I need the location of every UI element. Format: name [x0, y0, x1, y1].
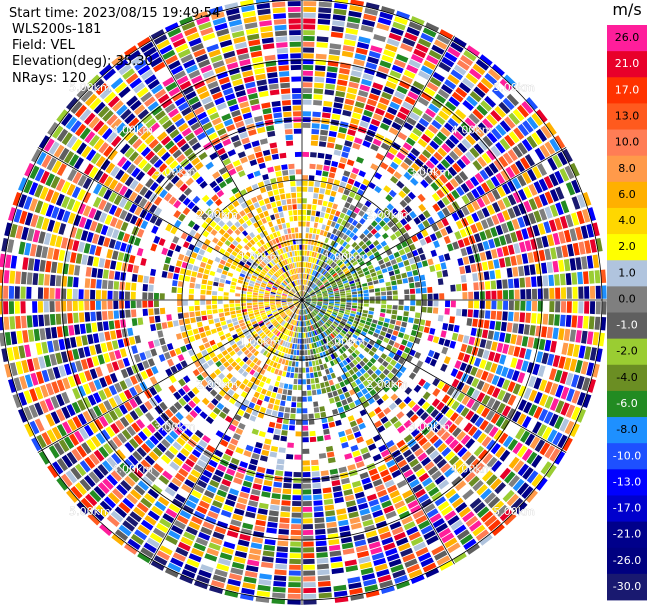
instrument-label: WLS200s-181 [12, 22, 102, 37]
azimuth-line [149, 35, 455, 565]
range-ring-label: 2.00km [196, 378, 238, 391]
start-time-label: Start time: 2023/08/15 19:49:54 [9, 6, 221, 21]
colorbar-swatch [607, 443, 647, 470]
range-ring-label: 4.00km [451, 123, 493, 136]
range-ring-label: 1.00km [239, 251, 281, 264]
colorbar-swatch [607, 390, 647, 418]
range-ring-label: 4.00km [112, 463, 154, 476]
colorbar-swatch [607, 234, 647, 261]
colorbar-swatch [607, 129, 647, 157]
colorbar-swatch [607, 25, 647, 52]
range-ring-label: 3.00km [409, 166, 451, 179]
colorbar-swatch [607, 312, 647, 340]
range-ring-label: 2.00km [196, 208, 238, 221]
colorbar-tick-label: 13.0 [615, 110, 640, 123]
colorbar-tick-label: 26.0 [615, 31, 640, 44]
colorbar-swatch [607, 338, 647, 366]
colorbar-tick-label: -10.0 [613, 449, 641, 462]
colorbar-swatch [607, 103, 647, 130]
colorbar-tick-label: 2.0 [618, 240, 636, 253]
colorbar-swatch [607, 521, 647, 549]
colorbar-tick-label: 21.0 [615, 57, 640, 70]
colorbar-tick-label: 0.0 [618, 292, 636, 305]
colorbar-swatch [607, 573, 647, 601]
range-ring-label: 1.00km [324, 335, 366, 348]
colorbar-swatch [607, 547, 647, 575]
colorbar-tick-label: 8.0 [618, 162, 636, 175]
range-ring-label: 3.00km [154, 420, 196, 433]
range-ring-label: 5.00km [493, 505, 535, 518]
colorbar-tick-label: -30.0 [613, 580, 641, 593]
colorbar-swatch [607, 260, 647, 287]
range-ring-label: 3.00km [154, 166, 196, 179]
velocity-gates [0, 0, 607, 605]
range-ring-label: 5.00km [69, 505, 111, 518]
colorbar-swatch [607, 469, 647, 496]
colorbar-tick-label: -17.0 [613, 502, 641, 515]
range-ring-label: 2.00km [366, 208, 408, 221]
polar-grid [0, 0, 607, 605]
colorbar-swatch [607, 181, 647, 209]
range-ring-labels: 1.00km 1.00km 1.00km 1.00km 2.00km 2.00km 2.00… [69, 81, 535, 519]
colorbar-tick-label: -13.0 [613, 475, 641, 488]
colorbar-swatch [607, 77, 647, 104]
colorbar-tick-label: -26.0 [613, 554, 641, 567]
colorbar-swatch [607, 417, 647, 444]
range-ring-label: 2.00km [366, 378, 408, 391]
colorbar-tick-label: -21.0 [613, 528, 641, 541]
colorbar-swatch [607, 364, 647, 392]
range-ring-label: 1.00km [324, 251, 366, 264]
range-ring-label: 1.00km [239, 335, 281, 348]
colorbar-tick-label: -6.0 [616, 397, 637, 410]
colorbar-tick-label: 1.0 [618, 266, 636, 279]
colorbar-tick-label: -2.0 [616, 345, 637, 358]
range-ring-label: 3.00km [409, 420, 451, 433]
range-ring-label: 5.00km [493, 81, 535, 94]
colorbar-swatch [607, 286, 647, 313]
colorbar-swatch [607, 51, 647, 78]
colorbar-swatch [607, 207, 647, 235]
nrays-label: NRays: 120 [12, 71, 87, 86]
colorbar-tick-label: -4.0 [616, 371, 637, 384]
range-ring-label: 5.00km [69, 81, 111, 94]
range-ring-label: 4.00km [451, 463, 493, 476]
colorbar: 26.0 21.0 17.0 13.0 10.0 8.0 6.0 4.0 2.0 1.0 0.0 -1… [607, 25, 647, 601]
colorbar-tick-label: -1.0 [616, 319, 637, 332]
colorbar-swatch [607, 495, 647, 522]
colorbar-title: m/s [612, 0, 642, 19]
colorbar-tick-label: -8.0 [616, 423, 637, 436]
colorbar-tick-label: 6.0 [618, 188, 636, 201]
elevation-label: Elevation(deg): 35.30 [12, 54, 153, 69]
field-label: Field: VEL [12, 38, 75, 53]
range-ring-label: 4.00km [112, 123, 154, 136]
colorbar-tick-label: 17.0 [615, 83, 640, 96]
colorbar-tick-label: 4.0 [618, 214, 636, 227]
colorbar-tick-label: 10.0 [615, 136, 640, 149]
colorbar-swatch [607, 155, 647, 183]
